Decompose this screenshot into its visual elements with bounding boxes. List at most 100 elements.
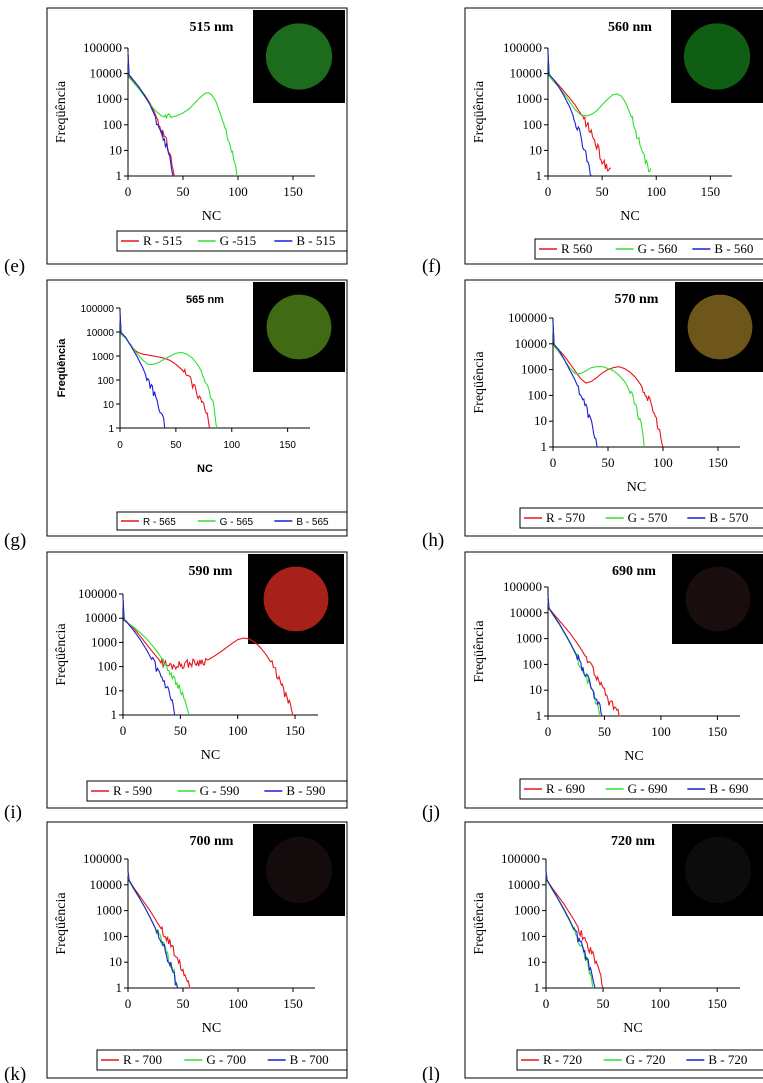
legend-entry: G - 570	[628, 510, 668, 525]
legend	[86, 780, 348, 802]
panel-letter: (l)	[422, 1064, 440, 1083]
series-line-b	[552, 321, 598, 448]
legend-entry: B - 720	[708, 1052, 747, 1067]
x-tick-label: 100	[650, 996, 670, 1011]
legend-entry: B - 515	[296, 233, 335, 248]
thumbnail-spot	[263, 566, 329, 632]
x-tick-label: 0	[545, 724, 552, 739]
legend-entry: R - 700	[123, 1052, 162, 1067]
x-tick-label: 100	[223, 440, 240, 451]
y-axis-label: Freqüência	[54, 80, 69, 143]
thumbnail-spot	[265, 23, 333, 90]
y-tick-label: 10000	[515, 336, 548, 351]
y-tick-label: 1000	[96, 903, 122, 918]
legend-entry: B - 590	[286, 783, 325, 798]
panel-letter: (h)	[422, 530, 444, 551]
legend	[519, 507, 763, 529]
x-tick-label: 150	[279, 440, 296, 451]
y-axis-label: Freqüência	[472, 892, 487, 955]
x-tick-label: 50	[598, 724, 611, 739]
y-tick-label: 10000	[85, 610, 118, 625]
legend-entry: R - 690	[546, 781, 585, 796]
chart-title: 560 nm	[608, 20, 652, 35]
series-line-b	[122, 597, 176, 716]
thumbnail-spot	[685, 566, 751, 632]
x-tick-label: 0	[543, 996, 550, 1011]
y-tick-label: 10000	[510, 605, 543, 620]
x-tick-label: 100	[228, 184, 248, 199]
y-axis-label: Freqüência	[472, 620, 487, 683]
y-tick-label: 10	[109, 142, 122, 157]
x-tick-label: 0	[545, 184, 552, 199]
y-tick-label: 100000	[503, 40, 542, 55]
legend-entry: G -515	[220, 233, 256, 248]
y-tick-label: 10	[104, 683, 117, 698]
x-tick-label: 0	[120, 723, 127, 738]
series-line-b	[547, 51, 592, 177]
y-tick-label: 100	[528, 387, 548, 402]
y-tick-label: 10	[109, 954, 122, 969]
legend-entry: R - 515	[143, 233, 182, 248]
x-axis-label: NC	[202, 209, 221, 224]
chart-title: 720 nm	[611, 834, 655, 849]
series-line-r	[122, 599, 294, 716]
legend-entry: G - 690	[628, 781, 668, 796]
thumbnail-spot	[266, 294, 332, 360]
y-tick-label: 1	[534, 980, 541, 995]
legend-entry: B - 570	[709, 510, 748, 525]
y-tick-label: 10000	[510, 66, 543, 81]
y-tick-label: 1	[116, 168, 123, 183]
x-tick-label: 50	[170, 440, 182, 451]
x-tick-label: 50	[177, 996, 190, 1011]
x-axis-label: NC	[620, 209, 639, 224]
series-line-r	[127, 872, 191, 989]
series-line-g	[547, 55, 652, 173]
series-line-r	[552, 323, 664, 448]
y-tick-label: 1	[536, 168, 543, 183]
series-line-r	[547, 597, 621, 717]
panel-letter: (e)	[4, 256, 25, 277]
y-tick-label: 1000	[514, 903, 540, 918]
legend-entry: R - 720	[543, 1052, 582, 1067]
chart-panel: 560 nm 1 10 100 1000 10000 100000 0 50 100 150 NC Fr…	[464, 7, 763, 265]
x-tick-label: 0	[117, 440, 123, 451]
legend	[116, 511, 348, 531]
legend	[534, 238, 763, 260]
x-tick-label: 50	[597, 996, 610, 1011]
x-axis-label: NC	[197, 463, 213, 475]
chart-panel: 515 nm 1 10 100 1000 10000 100000 0 50 100 150 NC Fr…	[46, 7, 348, 265]
y-tick-label: 1	[116, 980, 123, 995]
y-tick-label: 1000	[521, 362, 547, 377]
legend-entry: B - 700	[290, 1052, 329, 1067]
y-tick-label: 10000	[508, 877, 541, 892]
y-axis-label: Freqüência	[56, 338, 68, 398]
y-tick-label: 1000	[96, 91, 122, 106]
x-tick-label: 100	[653, 455, 673, 470]
x-tick-label: 100	[646, 184, 666, 199]
x-tick-label: 50	[177, 184, 190, 199]
series-line-b	[127, 870, 179, 989]
y-axis-label: Freqüência	[54, 892, 69, 955]
x-tick-label: 150	[708, 724, 728, 739]
y-tick-label: 100	[98, 659, 118, 674]
legend-entry: B - 565	[296, 517, 329, 528]
x-tick-label: 50	[602, 455, 615, 470]
y-tick-label: 10000	[90, 66, 123, 81]
y-tick-label: 100000	[83, 40, 122, 55]
y-tick-label: 100000	[81, 304, 115, 315]
chart-panel: 590 nm 1 10 100 1000 10000 100000 0 50 100 150 NC Fr…	[46, 551, 348, 809]
y-tick-label: 100000	[83, 851, 122, 866]
y-tick-label: 10	[527, 954, 540, 969]
chart-panel: 690 nm 1 10 100 1000 10000 100000 0 50 100 150 NC Fr…	[464, 551, 763, 809]
x-tick-label: 150	[283, 184, 303, 199]
series-line-g	[552, 325, 645, 448]
y-tick-label: 10	[529, 142, 542, 157]
panel-letter: (j)	[422, 802, 440, 823]
legend-entry: B - 690	[709, 781, 748, 796]
y-tick-label: 100	[521, 928, 541, 943]
panel-letter: (f)	[422, 256, 441, 277]
y-axis-label: Freqüência	[472, 80, 487, 143]
y-tick-label: 100	[97, 376, 114, 387]
chart-title: 565 nm	[186, 294, 224, 306]
